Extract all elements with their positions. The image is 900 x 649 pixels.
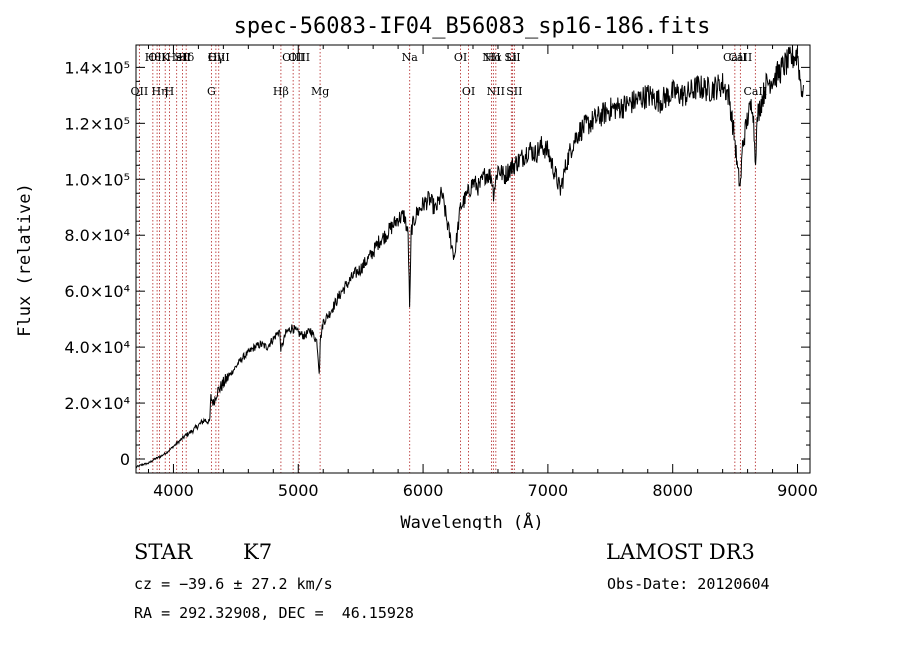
spectral-line-label: Mg <box>311 85 329 98</box>
spectral-line-label: OI <box>454 51 467 64</box>
spectral-line-label: NII <box>482 51 500 64</box>
y-axis-ticks: 0 2.0×10⁴ 4.0×10⁴ 6.0×10⁴ 8.0×10⁴ 1.0×10⁵ 1.2×… <box>64 58 810 469</box>
spectral-line-label: NII <box>487 85 505 98</box>
observation-date: Obs-Date: 20120604 <box>607 575 770 593</box>
spectral-line-label: OII <box>131 85 149 98</box>
y-tick-label: 2.0×10⁴ <box>64 394 130 413</box>
spectrum-series-line <box>135 45 804 469</box>
spectral-line-label: Li <box>506 51 517 64</box>
y-tick-label: 1.2×10⁵ <box>64 114 130 133</box>
spectrum-chart: spec-56083-IF04_B56083_sp16-186.fits OII… <box>15 14 818 530</box>
y-tick-label: 6.0×10⁴ <box>64 282 130 301</box>
spectral-line-label: Hα <box>485 51 503 64</box>
y-tick-label: 4.0×10⁴ <box>64 338 130 357</box>
spectral-line-label: OIII <box>208 51 230 64</box>
spectral-line-label: Hθ <box>145 51 162 64</box>
x-tick-label: 8000 <box>652 481 693 500</box>
x-tick-label: 9000 <box>777 481 818 500</box>
survey-name: LAMOST DR3 <box>606 540 755 564</box>
x-tick-label: 7000 <box>528 481 569 500</box>
sky-coordinates: RA = 292.32908, DEC = 46.15928 <box>134 604 414 622</box>
spectral-line-label: OIII <box>288 51 310 64</box>
spectral-line-label: Na <box>402 51 419 64</box>
spectral-line-label: Hη <box>151 85 167 98</box>
y-tick-label: 1.0×10⁵ <box>64 170 130 189</box>
y-tick-label: 0 <box>120 450 130 469</box>
spectral-line-label: SII <box>504 51 520 64</box>
chart-title: spec-56083-IF04_B56083_sp16-186.fits <box>234 14 711 39</box>
spectral-line-label: G <box>207 85 216 98</box>
spectral-line-label: CaII <box>723 51 747 64</box>
x-tick-label: 4000 <box>153 481 194 500</box>
y-tick-label: 8.0×10⁴ <box>64 226 130 245</box>
spectral-line-label: SII <box>174 51 190 64</box>
x-axis-label: Wavelength (Å) <box>400 511 543 530</box>
y-tick-label: 1.4×10⁵ <box>64 58 130 77</box>
spectral-line-label: Hγ <box>208 51 225 64</box>
x-tick-label: 5000 <box>278 481 319 500</box>
plot-frame <box>135 44 811 474</box>
spectral-line-label: K <box>161 51 170 64</box>
spectral-line-label: CaII <box>743 85 767 98</box>
spectral-line-markers <box>138 45 756 473</box>
spectral-line-label: CaII <box>729 51 753 64</box>
x-tick-label: 6000 <box>403 481 444 500</box>
spectral-line-label: H <box>165 85 175 98</box>
spectral-line-labels: OIIHθOIIHηKHHeISIIHδGHγOIIIHβOIIIOIIIMgN… <box>131 51 768 98</box>
object-class: STAR <box>134 540 193 564</box>
spectral-line-label: HeI <box>166 51 186 64</box>
spectral-line-label: SII <box>506 85 522 98</box>
x-axis-ticks: 4000 5000 6000 7000 8000 9000 <box>147 45 818 500</box>
spectral-line-label: OII <box>148 51 166 64</box>
spectral-line-label: OIII <box>282 51 304 64</box>
y-axis-label: Flux (relative) <box>15 183 35 337</box>
redshift-velocity: cz = −39.6 ± 27.2 km/s <box>134 575 333 593</box>
spectral-subclass: K7 <box>243 540 273 564</box>
spectral-line-label: Hβ <box>273 85 289 98</box>
spectral-line-label: Hδ <box>178 51 195 64</box>
spectral-line-label: OI <box>462 85 475 98</box>
